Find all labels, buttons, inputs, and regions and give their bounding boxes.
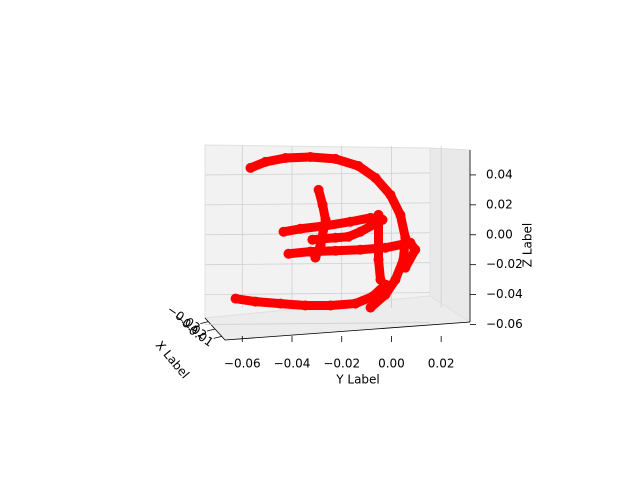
y-tick-label: −0.02 xyxy=(323,357,360,371)
point xyxy=(370,172,381,183)
x-tick xyxy=(200,321,209,325)
y-axis-label: Y Label xyxy=(335,373,380,387)
z-tick-label: −0.06 xyxy=(486,317,523,331)
x-tick xyxy=(206,328,216,332)
point xyxy=(365,212,376,223)
z-tick-label: −0.02 xyxy=(486,257,523,271)
point xyxy=(345,216,356,227)
point xyxy=(313,184,324,195)
point xyxy=(260,156,271,167)
z-axis-label: Z Label xyxy=(521,223,535,267)
grid-line xyxy=(204,232,431,236)
grid-line xyxy=(204,292,431,295)
grid-line xyxy=(204,322,431,325)
points xyxy=(230,151,421,313)
y-tick-label: −0.06 xyxy=(224,357,261,371)
z-tick-label: 0.04 xyxy=(486,167,513,181)
point xyxy=(330,153,341,164)
point xyxy=(343,231,354,242)
point xyxy=(245,162,256,173)
point xyxy=(330,245,341,256)
back-pane xyxy=(204,144,431,319)
point xyxy=(300,300,311,311)
y-tick-label: −0.04 xyxy=(274,357,311,371)
point xyxy=(355,226,366,237)
point xyxy=(395,209,406,220)
point xyxy=(350,298,361,309)
point xyxy=(305,151,316,162)
y-tick-label: 0.00 xyxy=(378,357,405,371)
point xyxy=(390,274,401,285)
point xyxy=(365,302,376,313)
point xyxy=(330,232,341,243)
grid-line xyxy=(204,262,431,266)
point xyxy=(353,160,364,171)
point xyxy=(375,274,386,285)
grid-line xyxy=(204,172,431,176)
point xyxy=(250,296,261,307)
x-tick xyxy=(213,335,222,339)
point xyxy=(307,234,318,245)
point xyxy=(325,300,336,311)
y-axis-line xyxy=(224,321,471,341)
point xyxy=(283,248,294,259)
point xyxy=(385,189,396,200)
point xyxy=(230,293,241,304)
point xyxy=(373,209,384,220)
z-tick-label: 0.00 xyxy=(486,227,513,241)
point xyxy=(317,199,328,210)
point xyxy=(295,223,306,234)
y-tick-label: 0.02 xyxy=(428,357,455,371)
point xyxy=(405,237,416,248)
point xyxy=(410,244,421,255)
point xyxy=(315,239,326,250)
point xyxy=(355,244,366,255)
point xyxy=(275,298,286,309)
point xyxy=(310,252,321,263)
point-trail xyxy=(374,210,385,285)
point xyxy=(280,153,291,164)
point xyxy=(373,254,384,265)
point xyxy=(367,291,378,302)
side-pane xyxy=(429,147,471,323)
point xyxy=(400,262,411,273)
point xyxy=(278,226,289,237)
z-tick-label: 0.02 xyxy=(486,197,513,211)
point xyxy=(320,214,331,225)
z-tick-label: −0.04 xyxy=(486,287,523,301)
